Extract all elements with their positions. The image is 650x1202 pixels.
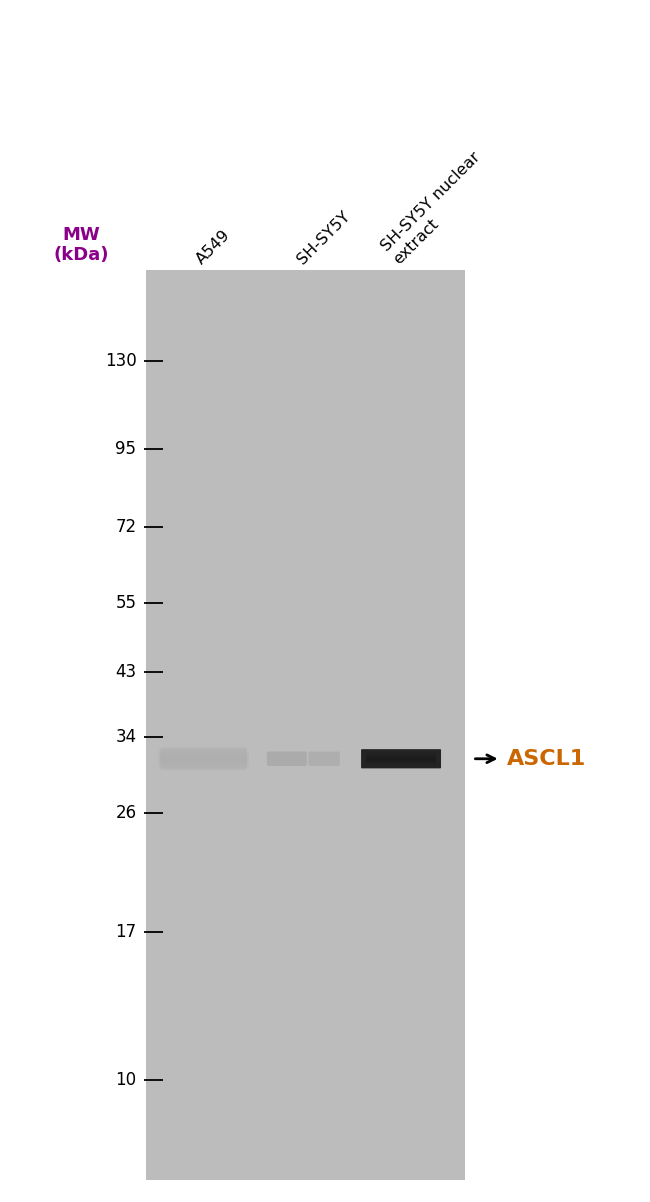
Text: 95: 95 (116, 440, 136, 458)
Text: 17: 17 (116, 923, 136, 941)
Text: 43: 43 (116, 662, 136, 680)
Bar (146, 270, 465, 1180)
Text: ASCL1: ASCL1 (507, 749, 586, 769)
Bar (366, 757, 436, 761)
Bar (158, 757, 249, 764)
Bar (158, 754, 249, 761)
Text: 55: 55 (116, 594, 136, 612)
Text: SH-SY5Y nuclear
extract: SH-SY5Y nuclear extract (378, 150, 495, 267)
Bar (366, 762, 436, 766)
FancyBboxPatch shape (308, 751, 340, 766)
Text: 26: 26 (116, 804, 136, 821)
Bar (158, 764, 249, 772)
FancyBboxPatch shape (361, 749, 441, 768)
FancyBboxPatch shape (161, 748, 247, 769)
FancyBboxPatch shape (267, 751, 307, 766)
Text: 34: 34 (116, 728, 136, 746)
Bar (366, 755, 436, 758)
Text: 130: 130 (105, 352, 136, 370)
Text: 72: 72 (116, 518, 136, 536)
Bar (158, 761, 249, 768)
Bar (366, 760, 436, 763)
Bar (366, 752, 436, 756)
Bar (158, 746, 249, 754)
Text: 10: 10 (116, 1071, 136, 1089)
Text: MW
(kDa): MW (kDa) (53, 226, 109, 264)
Bar (158, 750, 249, 757)
Text: SH-SY5Y: SH-SY5Y (295, 208, 354, 267)
Text: A549: A549 (193, 227, 233, 267)
